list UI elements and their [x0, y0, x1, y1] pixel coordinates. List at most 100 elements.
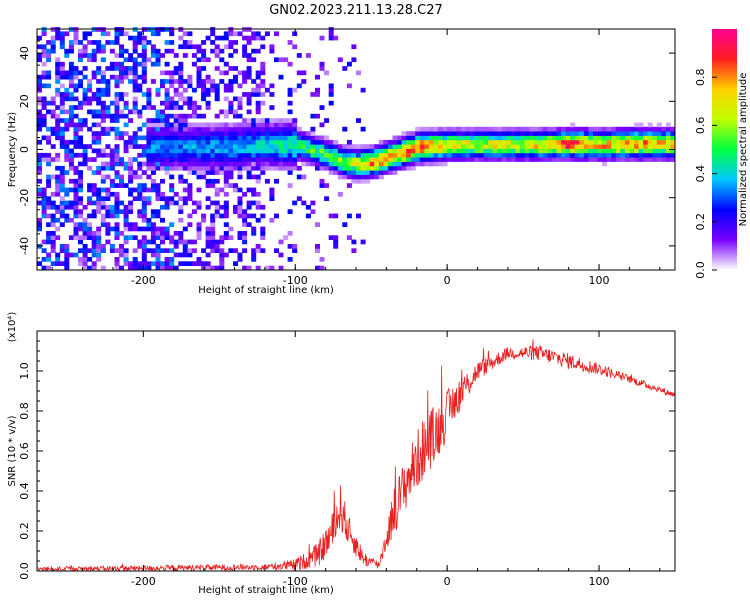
spectrogram-cell [387, 161, 393, 167]
snr-y-axis-label: SNR (10 * v/v) [7, 415, 18, 486]
spectrogram-cell [397, 144, 402, 149]
spectrogram-cell [141, 66, 147, 71]
spectrogram-cell [146, 152, 152, 158]
spectrogram-cell [109, 148, 115, 154]
spectrogram-cell [624, 152, 630, 158]
spectrogram-cell [64, 70, 70, 76]
spectrogram-cell [538, 139, 544, 145]
spectrogram-cell [287, 87, 293, 93]
spectrogram-cell [169, 261, 175, 266]
spectrogram-cell [246, 200, 252, 206]
spectrogram-cell [223, 109, 229, 115]
spectrogram-cell [114, 257, 120, 262]
spectrogram-cell [424, 148, 430, 154]
spectrogram-cell [137, 87, 143, 93]
spectrogram-cell [219, 165, 225, 171]
spectrogram-cell [410, 165, 416, 171]
spectrogram-cell [387, 152, 393, 158]
spectrogram-cell [328, 152, 334, 158]
spectrogram-cell [524, 126, 530, 132]
spectrogram-cell [55, 131, 61, 136]
spectrogram-cell [251, 152, 257, 158]
spectrogram-cell [205, 105, 211, 110]
spectrogram-cell [237, 100, 243, 106]
spectrogram-cell [264, 122, 270, 128]
spectrogram-cell [615, 144, 621, 149]
spectrogram-cell [255, 178, 261, 184]
spectrogram-cell [210, 87, 216, 93]
spectrogram-cell [160, 204, 165, 210]
spectrogram-cell [187, 261, 193, 266]
spectrogram-cell [292, 118, 298, 123]
spectrogram-cell [497, 152, 503, 158]
spectrogram-cell [365, 148, 371, 154]
spectrogram-cell [96, 200, 102, 206]
spectrogram-cell [292, 135, 298, 141]
spectrogram-cell [538, 126, 544, 132]
spectrogram-cell [310, 200, 316, 206]
spectrogram-cell [178, 113, 184, 119]
snr-y-multiplier-label: (x10⁴) [7, 312, 18, 343]
spectrogram-cell [87, 248, 93, 253]
spectrogram-cell [415, 139, 421, 145]
spectrogram-cell [360, 239, 366, 245]
spectrogram-cell [269, 122, 275, 128]
spectrogram-cell [41, 44, 47, 50]
spectrogram-cell [228, 226, 234, 232]
spectrogram-cell [96, 109, 102, 115]
spectrogram-cell [287, 122, 293, 128]
spectrogram-cell [59, 31, 65, 37]
spectrogram-cell [219, 126, 225, 132]
spectrogram-cell [465, 157, 471, 162]
spectrogram-cell [155, 144, 161, 149]
spectrogram-cell [665, 126, 671, 132]
spectrogram-cells [37, 27, 676, 271]
spectrogram-cell [624, 135, 630, 141]
spectrogram-cell [41, 48, 47, 54]
spectrogram-cell [356, 70, 361, 76]
spectrogram-cell [223, 139, 229, 145]
spectrogram-cell [141, 170, 147, 175]
y-tick-label: 0.6 [18, 442, 31, 460]
spectrogram-cell [438, 139, 443, 145]
spectrogram-cell [469, 131, 475, 136]
spectrogram-cell [50, 48, 56, 54]
spectrogram-cell [96, 66, 102, 71]
spectrogram-cell [160, 239, 165, 245]
spectrogram-cell [223, 113, 229, 119]
spectrogram-cell [50, 239, 56, 245]
spectrogram-cell [68, 61, 74, 67]
spectrogram-cell [638, 135, 644, 141]
spectrogram-cell [46, 204, 52, 210]
spectrogram-cell [301, 148, 307, 154]
spectrogram-cell [169, 222, 175, 227]
spectrogram-cell [150, 235, 156, 240]
spectrogram-cell [137, 126, 143, 132]
spectrogram-cell [433, 126, 439, 132]
spectrogram-cell [41, 61, 47, 67]
spectrogram-cell [191, 200, 197, 206]
spectrogram-cell [173, 148, 179, 154]
spectrogram-cell [611, 126, 617, 132]
spectrogram-cell [182, 244, 188, 249]
spectrogram-cell [474, 157, 480, 162]
spectrogram-cell [141, 79, 147, 84]
spectrogram-cell [588, 148, 594, 154]
spectrogram-cell [524, 152, 530, 158]
spectrogram-cell [561, 139, 567, 145]
spectrogram-cell [187, 152, 193, 158]
spectrogram-cell [606, 157, 612, 162]
spectrogram-cell [319, 148, 325, 154]
spectrogram-cell [73, 204, 79, 210]
spectrogram-cell [210, 31, 216, 37]
spectrogram-cell [150, 126, 156, 132]
spectrogram-cell [292, 31, 298, 37]
spectrogram-cell [59, 35, 65, 41]
spectrogram-cell [87, 96, 93, 102]
spectrogram-cell [146, 87, 152, 93]
spectrogram-cell [178, 122, 184, 128]
spectrogram-cell [55, 152, 61, 158]
spectrogram-cell [465, 131, 471, 136]
spectrogram-cell [178, 165, 184, 171]
